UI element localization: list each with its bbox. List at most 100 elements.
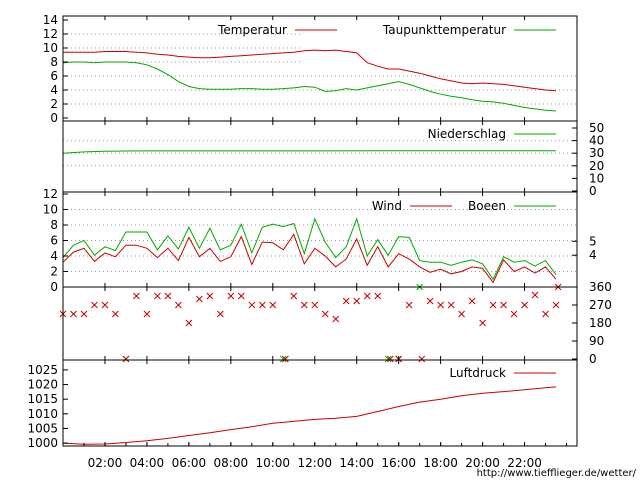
wind-direction-marker <box>458 310 465 318</box>
wind-direction-y-tick-label: 90 <box>589 334 604 348</box>
wind-direction-marker <box>227 292 235 300</box>
legend-luftdruck-label: Luftdruck <box>449 366 506 380</box>
marker-stroke <box>279 355 287 363</box>
marker-stroke <box>101 301 109 309</box>
wind-direction-marker <box>552 301 560 309</box>
wind-direction-marker <box>112 310 119 318</box>
wind-direction-marker <box>206 292 214 300</box>
wind-direction-y-tick-label: 0 <box>589 352 597 366</box>
wind-y-tick-label: 4 <box>50 249 58 263</box>
precipitation-y-tick-label: 0 <box>589 184 597 198</box>
wind-direction-marker <box>70 310 77 318</box>
wind-y-tick-label: 6 <box>50 234 58 248</box>
marker-stroke <box>489 301 497 309</box>
marker-stroke <box>70 310 77 318</box>
footer-link[interactable]: http://www.tiefflieger.de/wetter/ <box>477 468 637 479</box>
temperature-series-temperatur <box>63 49 557 92</box>
marker-stroke <box>143 310 151 318</box>
wind-direction-marker <box>196 295 203 303</box>
marker-stroke <box>531 291 539 299</box>
x-tick-label-2000: 20:00 <box>465 456 500 470</box>
marker-stroke <box>196 295 203 303</box>
pressure-y-tick-label: 1000 <box>27 436 58 450</box>
wind-y-tick-label: 2 <box>50 265 58 279</box>
wind-direction-y-tick-label: 360 <box>589 280 612 294</box>
marker-stroke <box>468 297 476 305</box>
marker-stroke <box>300 301 308 309</box>
temperature-y-tick-label: 12 <box>43 27 58 41</box>
marker-stroke <box>542 310 549 318</box>
wind-direction-marker <box>290 292 298 300</box>
wind-direction-marker <box>80 310 88 318</box>
x-tick-label-1200: 12:00 <box>297 456 332 470</box>
pressure-y-tick-label: 1025 <box>27 363 58 377</box>
marker-stroke <box>185 319 193 327</box>
marker-stroke <box>552 301 560 309</box>
marker-stroke <box>521 301 528 309</box>
temperature-y-tick-label: 0 <box>50 111 58 125</box>
marker-stroke <box>175 301 182 309</box>
marker-stroke <box>447 301 455 309</box>
wind-direction-marker <box>437 301 444 309</box>
marker-stroke <box>363 292 371 300</box>
marker-stroke <box>458 310 465 318</box>
wind-direction-marker <box>101 301 109 309</box>
temperature-series-taupunkttemperatur <box>62 61 557 112</box>
wind-direction-marker <box>426 297 434 305</box>
text-layer: 02:00 04:00 06:00 08:00 10:00 12:00 14:00 16:00… <box>27 13 636 479</box>
legend-wind-label: Wind <box>372 199 402 213</box>
marker-stroke <box>500 301 507 309</box>
marker-stroke <box>227 292 235 300</box>
x-tick-label-0200: 02:00 <box>88 456 123 470</box>
wind-direction-marker <box>332 315 340 323</box>
wind-direction-marker <box>353 297 361 305</box>
wind-series-boeen <box>62 217 557 281</box>
wind-direction-marker <box>311 301 319 309</box>
wind-direction-marker <box>479 319 486 327</box>
precipitation-y-tick-label: 20 <box>589 159 604 173</box>
wind-direction-marker <box>542 310 549 318</box>
wind-y-tick-label: 10 <box>43 203 58 217</box>
marker-stroke <box>269 301 277 309</box>
precipitation-series-niederschlag <box>62 150 556 154</box>
wind-direction-marker <box>521 301 528 309</box>
wind-direction-marker <box>282 355 289 363</box>
pressure-y-tick-label: 1015 <box>27 392 58 406</box>
wind-direction-marker <box>185 319 193 327</box>
pressure-y-tick-label: 1020 <box>27 378 58 392</box>
x-tick-label-2200: 22:00 <box>507 456 542 470</box>
precipitation-y-tick-label: 10 <box>589 171 604 185</box>
wind-direction-marker <box>133 292 140 300</box>
wind-direction-marker <box>175 301 182 309</box>
wind-direction-marker <box>489 301 497 309</box>
pressure-y-tick-label: 1005 <box>27 421 58 435</box>
wind-direction-marker <box>269 301 277 309</box>
wind-series-wind <box>62 233 557 284</box>
x-tick-label-1400: 14:00 <box>339 456 374 470</box>
wind-direction-marker <box>321 310 329 318</box>
marker-stroke <box>91 301 98 309</box>
marker-stroke <box>418 355 426 363</box>
wind-direction-marker <box>531 291 539 299</box>
wind-direction-marker <box>386 355 394 363</box>
x-tick-label-1800: 18:00 <box>423 456 458 470</box>
wind-direction-marker <box>122 355 130 363</box>
wind-y-tick-label: 0 <box>50 280 58 294</box>
wind-direction-marker <box>405 301 413 309</box>
marker-stroke <box>282 355 289 363</box>
wind-direction-y-tick-label: 180 <box>589 316 612 330</box>
marker-stroke <box>122 355 130 363</box>
wind-y-tick-label: 12 <box>43 187 58 201</box>
marker-stroke <box>206 292 214 300</box>
legend-temperatur-label: Temperatur <box>217 23 287 37</box>
wind-direction-marker <box>363 292 371 300</box>
x-tick-label-0800: 08:00 <box>214 456 249 470</box>
x-tick-label-0600: 06:00 <box>172 456 207 470</box>
wind_direction-panel-frame <box>62 286 578 361</box>
precipitation-y-tick-label: 30 <box>589 146 604 160</box>
marker-stroke <box>510 310 518 318</box>
marker-stroke <box>258 301 266 309</box>
marker-stroke <box>164 292 172 300</box>
x-tick-label-1000: 10:00 <box>255 456 290 470</box>
